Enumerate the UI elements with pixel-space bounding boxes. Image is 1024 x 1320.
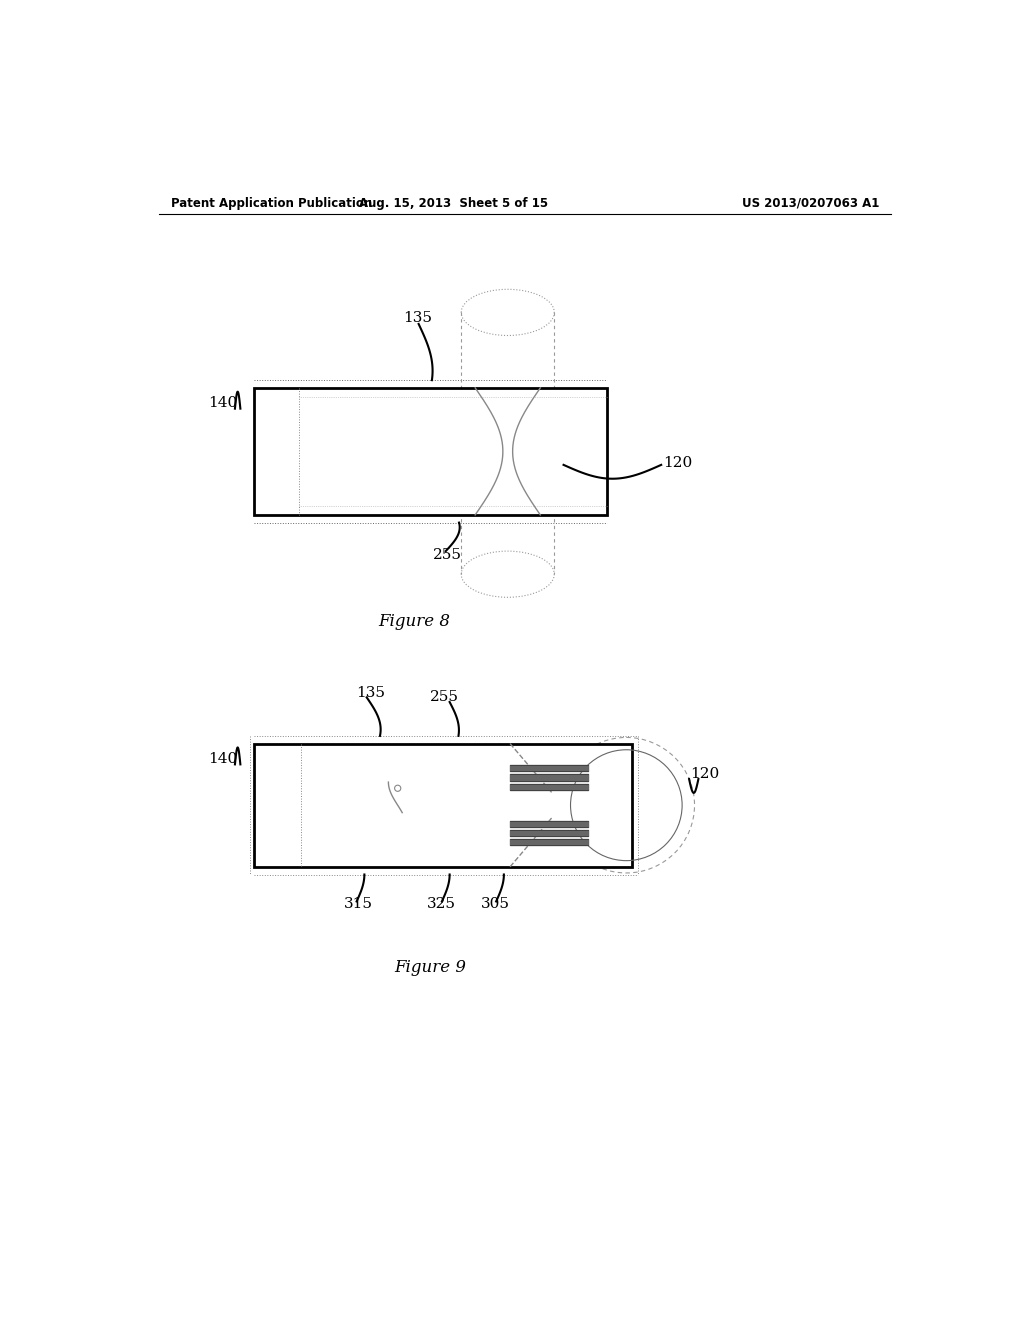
Text: Patent Application Publication: Patent Application Publication xyxy=(171,197,372,210)
Text: 135: 135 xyxy=(356,686,386,700)
Bar xyxy=(254,388,607,515)
Text: US 2013/0207063 A1: US 2013/0207063 A1 xyxy=(742,197,880,210)
Text: 305: 305 xyxy=(480,896,510,911)
Text: 140: 140 xyxy=(208,752,238,766)
Text: 325: 325 xyxy=(426,896,456,911)
Text: 120: 120 xyxy=(690,767,719,781)
Text: 315: 315 xyxy=(343,896,373,911)
Text: 140: 140 xyxy=(208,396,238,411)
Text: 120: 120 xyxy=(663,455,692,470)
Bar xyxy=(254,743,632,867)
Text: 135: 135 xyxy=(403,310,432,325)
Text: 255: 255 xyxy=(430,690,459,705)
Text: 255: 255 xyxy=(433,548,463,562)
Text: Figure 9: Figure 9 xyxy=(394,960,466,977)
Text: Figure 8: Figure 8 xyxy=(379,612,451,630)
Text: Aug. 15, 2013  Sheet 5 of 15: Aug. 15, 2013 Sheet 5 of 15 xyxy=(359,197,548,210)
